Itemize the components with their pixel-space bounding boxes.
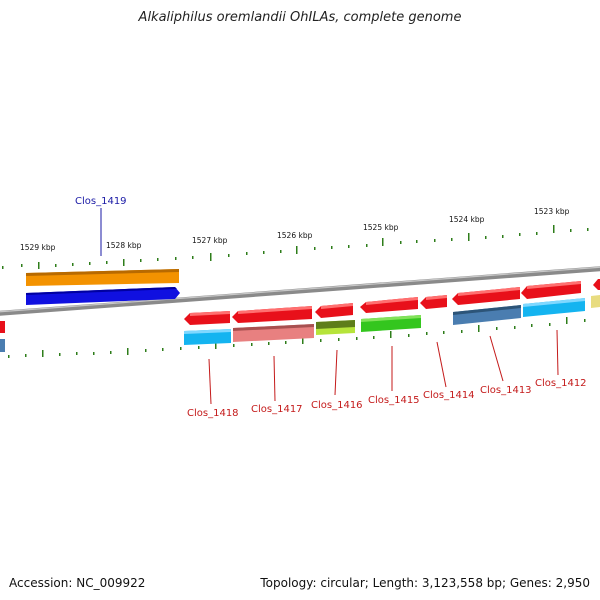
inner-tick-marks xyxy=(8,317,586,358)
gene-label-clos-1417[interactable]: Clos_1417 xyxy=(251,404,303,415)
gene-red-1412[interactable] xyxy=(521,281,581,299)
accession-text: Accession: NC_009922 xyxy=(9,576,146,590)
cog-bar-1416[interactable] xyxy=(316,320,355,335)
leader-line-1412 xyxy=(556,329,559,376)
gene-clos-1419-outer[interactable] xyxy=(26,269,179,286)
cog-bar-1413[interactable] xyxy=(453,305,521,325)
leader-line-1417 xyxy=(273,355,276,402)
genome-summary-text: Topology: circular; Length: 3,123,558 bp… xyxy=(260,576,590,590)
outer-tick-marks xyxy=(2,225,589,269)
gene-red-edge-right[interactable] xyxy=(593,279,600,290)
leader-line-1418 xyxy=(208,358,212,405)
kbp-label-1527: 1527 kbp xyxy=(192,236,228,245)
leader-line-1414 xyxy=(436,341,447,388)
kbp-label-1529: 1529 kbp xyxy=(20,243,56,252)
cog-bar-1415[interactable] xyxy=(361,315,421,332)
kbp-label-1526: 1526 kbp xyxy=(277,231,313,240)
gene-label-clos-1413[interactable]: Clos_1413 xyxy=(480,385,532,396)
kbp-label-1523: 1523 kbp xyxy=(534,207,570,216)
gene-label-clos-1415[interactable]: Clos_1415 xyxy=(368,395,420,406)
gene-red-1416[interactable] xyxy=(315,303,353,318)
gene-red-1414[interactable] xyxy=(420,295,447,309)
gene-label-clos-1414[interactable]: Clos_1414 xyxy=(423,390,475,401)
gene-label-clos-1419[interactable]: Clos_1419 xyxy=(75,196,127,207)
genome-backbone-highlight xyxy=(0,266,600,313)
gene-red-1417[interactable] xyxy=(232,306,312,323)
gene-clos-1419[interactable] xyxy=(26,287,180,305)
genome-backbone xyxy=(0,266,600,316)
kbp-label-1524: 1524 kbp xyxy=(449,215,485,224)
gene-red-1415[interactable] xyxy=(360,297,418,313)
kbp-label-1525: 1525 kbp xyxy=(363,223,399,232)
cog-bar-1417[interactable] xyxy=(233,324,314,342)
gene-label-clos-1412[interactable]: Clos_1412 xyxy=(535,378,587,389)
leader-line-1413 xyxy=(489,335,504,382)
cog-bar-1412[interactable] xyxy=(523,298,585,317)
leader-line-1416 xyxy=(334,349,338,396)
cog-bar-1418[interactable] xyxy=(184,329,231,345)
cog-bar-edge-right[interactable] xyxy=(591,295,600,308)
gene-label-clos-1418[interactable]: Clos_1418 xyxy=(187,408,239,419)
gene-red-1413[interactable] xyxy=(452,287,520,305)
cog-bar-edge-left[interactable] xyxy=(0,339,5,352)
gene-red-edge-left[interactable] xyxy=(0,321,5,333)
kbp-label-1528: 1528 kbp xyxy=(106,241,142,250)
gene-red-1418[interactable] xyxy=(184,311,230,325)
map-title: Alkaliphilus oremlandii OhILAs, complete… xyxy=(138,10,462,25)
gene-label-clos-1416[interactable]: Clos_1416 xyxy=(311,400,363,411)
